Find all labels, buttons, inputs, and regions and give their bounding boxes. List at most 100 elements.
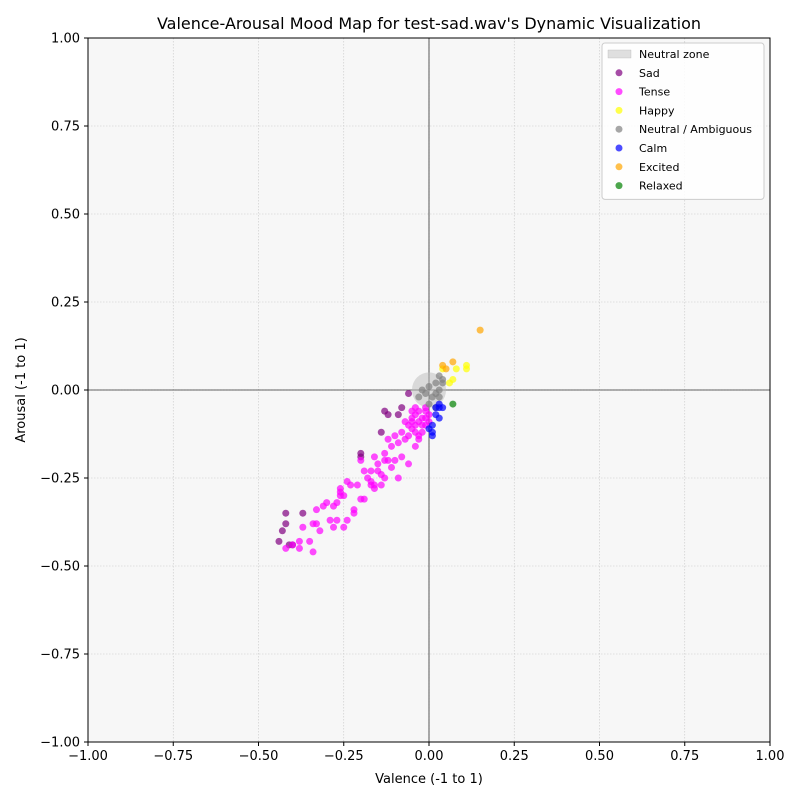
point-tense <box>323 499 331 507</box>
legend-marker <box>615 106 623 114</box>
point-tense <box>418 428 426 436</box>
point-sad <box>398 404 406 412</box>
point-tense <box>391 432 399 440</box>
legend: Neutral zone Sad Tense Happy Neutral / Ambig… <box>601 42 765 200</box>
point-sad <box>377 428 385 436</box>
point-tense <box>336 488 344 496</box>
point-happy <box>463 361 471 369</box>
legend-marker <box>615 182 623 190</box>
data-points <box>275 326 484 556</box>
y-tick-label: −0.25 <box>40 472 80 487</box>
point-neutral-ambiguous <box>422 390 430 398</box>
point-tense <box>381 474 389 482</box>
point-happy <box>449 375 457 383</box>
point-sad <box>275 537 283 545</box>
point-tense <box>333 499 341 507</box>
point-tense <box>411 442 419 450</box>
point-excited <box>476 326 484 334</box>
legend-swatch-neutral-zone <box>607 49 632 59</box>
point-neutral-ambiguous <box>439 379 447 387</box>
y-tick-label: −0.50 <box>40 560 80 575</box>
x-tick-label: −0.25 <box>324 749 364 764</box>
point-tense <box>394 439 402 447</box>
legend-box <box>601 42 765 200</box>
legend-label: Happy <box>639 104 675 117</box>
x-axis-label: Valence (-1 to 1) <box>375 772 483 787</box>
point-neutral-ambiguous <box>415 393 423 401</box>
x-tick-label: −0.50 <box>239 749 279 764</box>
point-tense <box>282 544 290 552</box>
point-sad <box>384 411 392 419</box>
point-sad <box>405 390 413 398</box>
x-tick-label: −1.00 <box>68 749 108 764</box>
point-tense <box>316 527 324 535</box>
point-tense <box>312 506 320 514</box>
y-tick-label: 0.50 <box>51 208 80 223</box>
point-tense <box>415 407 423 415</box>
point-tense <box>340 523 348 531</box>
point-tense <box>299 523 307 531</box>
x-tick-label: 0.50 <box>585 749 614 764</box>
legend-label: Excited <box>639 161 679 174</box>
legend-marker <box>615 144 623 152</box>
y-axis-label: Arousal (-1 to 1) <box>14 337 29 442</box>
point-tense <box>347 481 355 489</box>
x-tick-label: 0.25 <box>500 749 529 764</box>
point-tense <box>384 456 392 464</box>
point-tense <box>333 516 341 524</box>
point-tense <box>367 481 375 489</box>
point-tense <box>289 541 297 549</box>
point-neutral-ambiguous <box>435 393 443 401</box>
x-tick-label: 0.75 <box>670 749 699 764</box>
legend-marker <box>615 163 623 171</box>
legend-label: Calm <box>639 142 667 155</box>
point-sad <box>394 411 402 419</box>
point-excited <box>442 365 450 373</box>
point-sad <box>282 520 290 528</box>
point-sad <box>278 527 286 535</box>
point-tense <box>343 516 351 524</box>
point-tense <box>370 453 378 461</box>
point-calm <box>428 432 436 440</box>
legend-marker <box>615 69 623 77</box>
point-neutral-ambiguous <box>425 382 433 390</box>
y-tick-label: −1.00 <box>40 736 80 751</box>
y-tick-label: 0.25 <box>51 296 80 311</box>
point-calm <box>425 425 433 433</box>
point-tense <box>309 548 317 556</box>
point-sad <box>299 509 307 517</box>
point-tense <box>330 523 338 531</box>
point-tense <box>326 516 334 524</box>
point-tense <box>357 456 365 464</box>
point-tense <box>295 544 303 552</box>
chart-title: Valence-Arousal Mood Map for test-sad.wa… <box>157 14 701 33</box>
point-tense <box>360 495 368 503</box>
axis-ticks: −1.00 −0.75 −0.50 −0.25 0.00 0.25 0.50 0.75 1.00… <box>40 32 784 765</box>
point-tense <box>394 474 402 482</box>
legend-label: Sad <box>639 67 660 80</box>
legend-label: Relaxed <box>639 180 683 193</box>
point-neutral-ambiguous <box>432 379 440 387</box>
point-tense <box>353 481 361 489</box>
point-sad <box>282 509 290 517</box>
point-tense <box>374 460 382 468</box>
point-tense <box>295 537 303 545</box>
point-tense <box>312 520 320 528</box>
point-tense <box>415 435 423 443</box>
x-tick-label: −0.75 <box>153 749 193 764</box>
point-tense <box>360 467 368 475</box>
y-tick-label: 0.00 <box>51 384 80 399</box>
point-neutral-ambiguous <box>435 386 443 394</box>
point-calm <box>439 404 447 412</box>
point-happy <box>452 365 460 373</box>
point-tense <box>367 467 375 475</box>
x-tick-label: 1.00 <box>756 749 785 764</box>
point-calm <box>435 414 443 422</box>
y-tick-label: 0.75 <box>51 120 80 135</box>
point-excited <box>449 358 457 366</box>
point-sad <box>357 449 365 457</box>
point-tense <box>350 509 358 517</box>
point-tense <box>398 453 406 461</box>
point-tense <box>387 442 395 450</box>
